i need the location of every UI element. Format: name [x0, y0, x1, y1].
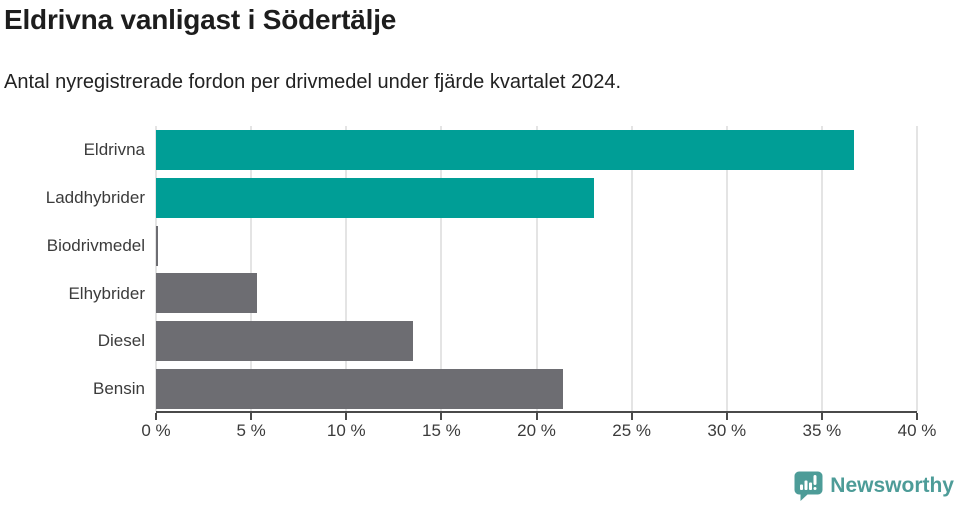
x-axis-tick — [725, 413, 728, 420]
gridline — [916, 126, 918, 411]
brand-footer: Newsworthy — [794, 471, 954, 501]
x-axis-tick-label: 10 % — [326, 421, 366, 440]
x-axis-tick-label: 0 % — [141, 421, 171, 440]
gridline — [345, 126, 348, 411]
bar-elhybrider — [156, 273, 257, 314]
x-axis-tick-label: 35 % — [802, 421, 842, 440]
plot-area — [155, 126, 918, 420]
gridline — [820, 126, 823, 411]
gridline — [440, 126, 443, 411]
bar-diesel — [156, 321, 413, 362]
gridline — [725, 126, 728, 411]
x-axis-tick — [345, 413, 348, 420]
y-axis-label-laddhybrider: Laddhybrider — [45, 187, 145, 207]
y-axis-label-biodrivmedel: Biodrivmedel — [46, 235, 145, 255]
brand-name: Newsworthy — [830, 474, 954, 497]
bar-eldrivna — [156, 129, 855, 170]
x-axis-tick — [630, 413, 633, 420]
x-axis-tick — [155, 413, 157, 420]
gridline — [535, 126, 538, 411]
gridline — [630, 126, 633, 411]
chart-title: Eldrivna vanligast i Södertälje — [4, 4, 397, 35]
bar-laddhybrider — [156, 177, 594, 218]
chart-subtitle: Antal nyregistrerade fordon per drivmede… — [4, 71, 622, 93]
x-axis-tick — [820, 413, 823, 420]
y-axis-label-eldrivna: Eldrivna — [83, 140, 145, 159]
x-axis-tick — [250, 413, 253, 420]
x-axis-tick — [535, 413, 538, 420]
x-axis-tick-label: 30 % — [707, 421, 747, 440]
x-axis-tick-label: 40 % — [897, 421, 937, 440]
newsworthy-chart-bubble-icon — [794, 471, 823, 501]
x-axis-tick-label: 25 % — [612, 421, 651, 440]
x-axis-tick — [916, 413, 918, 420]
bar-biodrivmedel — [156, 225, 158, 266]
gridline — [155, 126, 157, 411]
y-axis-label-elhybrider: Elhybrider — [68, 283, 145, 303]
x-axis-tick-label: 15 % — [422, 421, 461, 440]
gridline — [250, 126, 253, 411]
y-axis-label-diesel: Diesel — [97, 331, 145, 351]
y-axis-labels: Eldrivna Laddhybrider Biodrivmedel Elhybrid… — [0, 126, 145, 413]
x-axis-tick — [440, 413, 443, 420]
y-axis-label-bensin: Bensin — [93, 379, 145, 399]
x-axis-tick-label: 20 % — [517, 421, 556, 440]
bar-bensin — [156, 369, 564, 410]
x-axis-tick-label: 5 % — [236, 421, 266, 440]
